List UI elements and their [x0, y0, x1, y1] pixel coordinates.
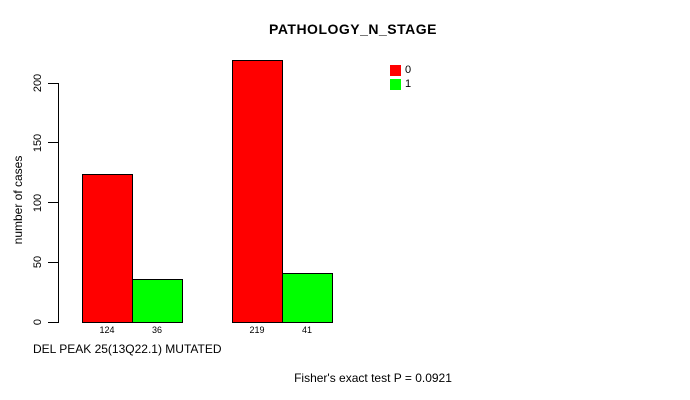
y-axis-tick-label: 150	[32, 133, 44, 152]
chart-title: PATHOLOGY_N_STAGE	[269, 21, 437, 37]
legend-entry-label: 0	[405, 64, 412, 76]
legend-entry-label: 1	[405, 78, 412, 90]
bar-series-0-group-1	[82, 174, 133, 323]
y-axis	[58, 83, 59, 323]
y-axis-tick	[48, 142, 58, 144]
y-axis-tick	[48, 321, 58, 323]
y-axis-tick	[48, 82, 58, 84]
legend-entry: 0	[390, 65, 411, 76]
y-axis-tick-label: 100	[32, 193, 44, 212]
y-axis-tick-label: 200	[32, 73, 44, 93]
bar-value-label: 219	[249, 325, 265, 335]
legend-swatch-1	[390, 79, 401, 90]
bar-series-1-group-2	[282, 273, 333, 323]
bar-series-1-group-1	[132, 279, 183, 323]
y-axis-tick-label: 0	[32, 318, 44, 326]
y-axis-tick	[48, 202, 58, 203]
y-axis-tick-label: 50	[32, 256, 44, 269]
annotation-text: Fisher's exact test P = 0.0921	[294, 371, 452, 385]
y-axis-tick	[48, 261, 58, 263]
legend-entry: 1	[390, 79, 411, 90]
bar-value-label: 124	[99, 325, 115, 335]
x-axis-label: DEL PEAK 25(13Q22.1) MUTATED	[33, 342, 222, 356]
bar-value-label: 36	[151, 325, 162, 335]
legend-swatch-0	[390, 65, 401, 76]
y-axis-label: number of cases	[11, 155, 25, 245]
bar-value-label: 41	[301, 325, 312, 335]
bar-series-0-group-2	[232, 60, 283, 323]
